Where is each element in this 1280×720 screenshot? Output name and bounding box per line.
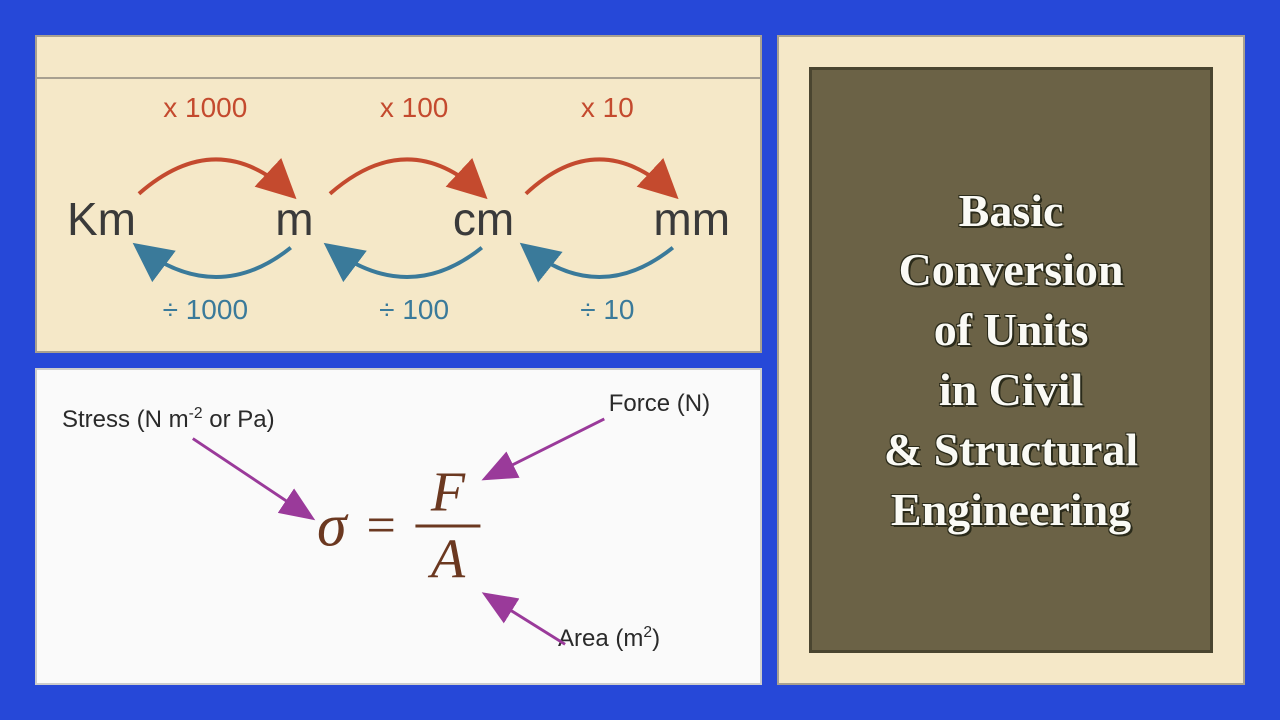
denominator: A: [416, 528, 480, 592]
unit-m: m: [275, 192, 313, 246]
area-label: Area (m2): [558, 624, 660, 653]
divide-label: ÷ 1000: [163, 294, 248, 326]
conversion-panel: x 1000 x 100 x 10 Km m cm mm ÷ 1000 ÷ 10…: [35, 35, 762, 353]
sigma-symbol: σ: [317, 492, 347, 561]
numerator: F: [416, 461, 480, 525]
multiply-label: x 10: [581, 92, 634, 124]
fraction: F A: [416, 461, 480, 592]
stress-label: Stress (N m-2 or Pa): [62, 405, 275, 434]
unit-km: Km: [67, 192, 136, 246]
unit-cm: cm: [453, 192, 514, 246]
multiply-label: x 1000: [163, 92, 247, 124]
title-text: Basic Conversion of Units in Civil & Str…: [884, 181, 1138, 540]
units-row: Km m cm mm: [67, 192, 730, 246]
left-column: x 1000 x 100 x 10 Km m cm mm ÷ 1000 ÷ 10…: [35, 35, 762, 685]
multiply-labels-row: x 1000 x 100 x 10: [37, 92, 760, 124]
unit-mm: mm: [653, 192, 730, 246]
force-label: Force (N): [609, 390, 710, 418]
formula-panel: Stress (N m-2 or Pa) Force (N) Area (m2)…: [35, 368, 762, 686]
divide-labels-row: ÷ 1000 ÷ 100 ÷ 10: [37, 294, 760, 326]
title-panel: Basic Conversion of Units in Civil & Str…: [777, 35, 1245, 685]
stress-formula: σ = F A: [317, 461, 480, 592]
divide-label: ÷ 10: [580, 294, 634, 326]
multiply-label: x 100: [380, 92, 449, 124]
equals-sign: =: [367, 497, 396, 556]
divide-label: ÷ 100: [379, 294, 449, 326]
title-inner: Basic Conversion of Units in Civil & Str…: [809, 67, 1213, 653]
